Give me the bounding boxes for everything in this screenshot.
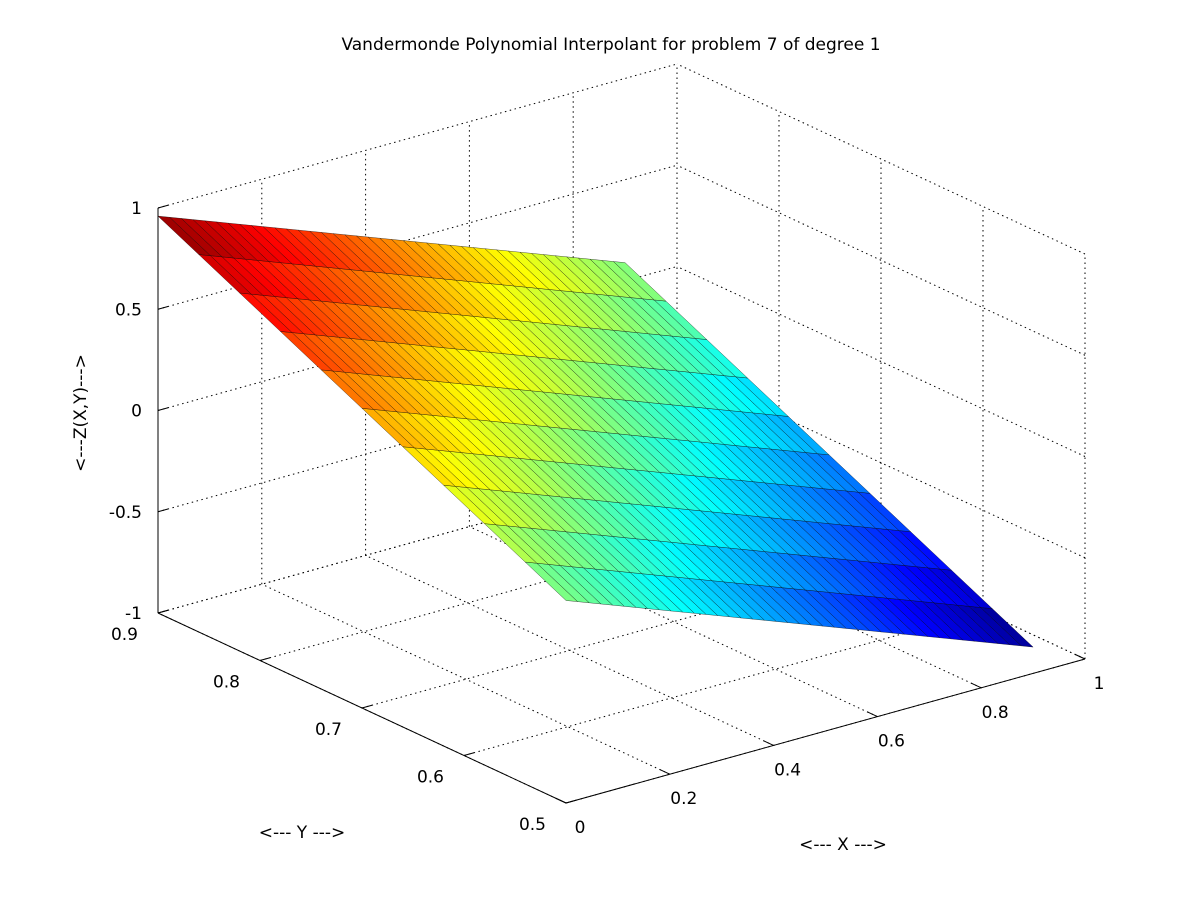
z-tick <box>157 407 169 411</box>
x-tick <box>659 768 671 775</box>
floor-gridline-x <box>261 583 671 775</box>
x-tick-label: 0.8 <box>982 703 1009 723</box>
side-wall-gridline-z <box>676 266 1086 457</box>
x-tick <box>970 682 982 689</box>
z-tick <box>157 609 169 614</box>
y-tick-label: 0.5 <box>519 815 546 835</box>
x-tick-label: 0.4 <box>774 760 801 780</box>
x-tick-label: 1 <box>1094 674 1105 694</box>
z-tick <box>157 204 169 209</box>
y-tick-label: 0.6 <box>417 768 444 788</box>
side-wall-gridline-z <box>676 164 1086 356</box>
surface-layer <box>157 215 1034 648</box>
y-tick-label: 0.7 <box>315 720 342 740</box>
y-tick-label: 0.8 <box>213 673 240 693</box>
z-tick-label: 0 <box>131 402 142 422</box>
x-tick <box>555 797 567 804</box>
x-tick-label: 0 <box>575 818 586 838</box>
z-tick <box>157 508 169 513</box>
z-tick-label: 1 <box>131 199 142 219</box>
z-tick-label: 0.5 <box>115 300 142 320</box>
x-axis-line <box>565 658 1086 804</box>
chart-title: Vandermonde Polynomial Interpolant for p… <box>341 35 880 55</box>
x-tick-label: 0.6 <box>878 732 905 752</box>
y-tick <box>565 799 577 804</box>
z-axis-label: <---Z(X,Y)---> <box>71 354 91 472</box>
surface-patch <box>612 261 667 302</box>
y-axis-label: <--- Y ---> <box>259 823 346 843</box>
x-axis-label: <--- X ---> <box>799 835 887 855</box>
side-wall-gridline-z <box>676 63 1086 255</box>
x-tick <box>763 740 774 746</box>
back-wall-gridline-z <box>157 63 678 209</box>
x-tick <box>1074 653 1086 660</box>
y-tick <box>463 752 475 756</box>
label-layer: Vandermonde Polynomial Interpolant for p… <box>71 35 1104 855</box>
z-tick-label: -1 <box>125 604 142 624</box>
axes-layer <box>157 204 1086 804</box>
x-tick <box>866 711 878 718</box>
z-tick <box>157 305 169 310</box>
y-tick <box>259 657 271 661</box>
x-tick-label: 0.2 <box>670 789 697 809</box>
y-tick-label: 0.9 <box>111 625 138 645</box>
y-tick <box>361 704 373 709</box>
z-tick-label: -0.5 <box>109 503 142 523</box>
